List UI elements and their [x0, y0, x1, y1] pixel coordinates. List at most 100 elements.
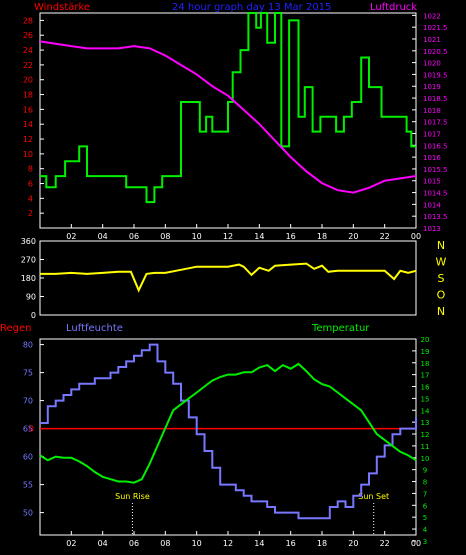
wind-tick-label: 14 [23, 120, 33, 129]
x-tick-label: 06 [129, 232, 139, 241]
humidity-tick-label: 70 [23, 397, 33, 406]
wind-tick-label: 24 [23, 46, 33, 55]
x-tick-label: 14 [254, 232, 264, 241]
pressure-axis-title: Luftdruck [370, 2, 417, 13]
temperature-tick-label: 14 [421, 407, 430, 415]
humidity-label: Luftfeuchte [66, 323, 123, 334]
sun-annotation-label: Sun Set [358, 492, 389, 501]
chart-date-title: 24 hour graph day 13 Mar 2015 [172, 2, 331, 13]
wind-tick-label: 4 [28, 194, 33, 203]
compass-label: N [437, 239, 445, 252]
rain-label: Regen [0, 323, 32, 334]
pressure-tick-label: 1021.5 [423, 24, 448, 32]
rain-tick-label: 0 [29, 425, 34, 434]
x-tick-label: 08 [160, 539, 170, 548]
temperature-tick-label: 9 [423, 467, 427, 475]
temperature-tick-label: 11 [421, 443, 430, 451]
compass-label: O [437, 289, 446, 302]
direction-tick-label: 0 [31, 311, 36, 320]
wind-tick-label: 12 [23, 135, 33, 144]
pressure-tick-label: 1014 [423, 201, 441, 209]
wind-tick-label: 28 [23, 16, 33, 25]
x-tick-label: 18 [317, 232, 327, 241]
temperature-tick-label: 17 [421, 372, 430, 380]
panel-2-frame [39, 240, 417, 316]
x-tick-label: 06 [129, 539, 139, 548]
compass-label: W [436, 256, 447, 269]
x-tick-label: 10 [192, 232, 202, 241]
temperature-tick-label: 4 [423, 526, 428, 534]
x-tick-label: 00 [411, 539, 421, 548]
direction-tick-label: 360 [21, 237, 36, 246]
direction-tick-label: 270 [21, 256, 36, 265]
x-tick-label: 16 [286, 232, 296, 241]
pressure-tick-label: 1015.5 [423, 166, 448, 174]
sun-annotation-label: Sun Rise [115, 492, 150, 501]
wind-tick-label: 6 [28, 180, 33, 189]
temperature-tick-label: 5 [423, 514, 427, 522]
wind-speed-series [40, 12, 416, 204]
temperature-tick-label: 8 [423, 479, 427, 487]
pressure-tick-label: 1013.5 [423, 213, 448, 221]
temperature-tick-label: 16 [421, 384, 430, 392]
x-tick-label: 20 [348, 539, 358, 548]
pressure-tick-label: 1017.5 [423, 119, 448, 127]
x-tick-label: 16 [286, 539, 296, 548]
temperature-tick-label: 18 [421, 360, 430, 368]
direction-tick-label: 180 [21, 274, 36, 283]
wind-tick-label: 22 [23, 61, 33, 70]
humidity-tick-label: 60 [23, 453, 33, 462]
humidity-series [40, 343, 417, 520]
wind-direction-series [40, 262, 417, 293]
temperature-tick-label: 7 [423, 490, 427, 498]
pressure-series [39, 40, 417, 194]
x-tick-label: 22 [380, 539, 390, 548]
temperature-tick-label: 6 [423, 502, 428, 510]
wind-tick-label: 26 [23, 31, 33, 40]
x-tick-label: 08 [160, 232, 170, 241]
pressure-tick-label: 1015 [423, 178, 441, 186]
wind-tick-label: 18 [23, 91, 33, 100]
wind-axis-title: Windstärke [34, 2, 90, 13]
x-tick-label: 02 [66, 232, 76, 241]
temperature-series [39, 362, 417, 484]
direction-tick-label: 90 [26, 293, 36, 302]
temperature-tick-label: 15 [421, 395, 430, 403]
wind-tick-label: 8 [28, 165, 33, 174]
pressure-tick-label: 1019 [423, 83, 441, 91]
pressure-tick-label: 1018 [423, 107, 441, 115]
wind-tick-label: 16 [23, 105, 33, 114]
pressure-tick-label: 1019.5 [423, 71, 448, 79]
pressure-tick-label: 1013 [423, 225, 441, 233]
pressure-tick-label: 1021 [423, 36, 441, 44]
temperature-tick-label: 3 [423, 538, 427, 546]
humidity-tick-label: 75 [23, 369, 33, 378]
x-tick-label: 12 [223, 232, 233, 241]
x-tick-label: 14 [254, 539, 264, 548]
wind-tick-label: 2 [28, 209, 33, 218]
pressure-tick-label: 1016 [423, 154, 441, 162]
compass-label: S [438, 272, 445, 285]
temperature-tick-label: 13 [421, 419, 430, 427]
x-tick-label: 20 [348, 232, 358, 241]
humidity-tick-label: 50 [23, 509, 33, 518]
temperature-tick-label: 12 [421, 431, 430, 439]
pressure-tick-label: 1020 [423, 60, 441, 68]
pressure-tick-label: 1016.5 [423, 142, 448, 150]
pressure-tick-label: 1014.5 [423, 190, 448, 198]
x-tick-label: 18 [317, 539, 327, 548]
humidity-tick-label: 80 [23, 341, 33, 350]
wind-tick-label: 20 [23, 76, 33, 85]
x-tick-label: 22 [380, 232, 390, 241]
humidity-tick-label: 55 [23, 481, 33, 490]
pressure-tick-label: 1020.5 [423, 48, 448, 56]
x-tick-label: 12 [223, 539, 233, 548]
x-tick-label: 04 [98, 232, 108, 241]
humidity-tick-label: 65 [23, 425, 33, 434]
temperature-tick-label: 10 [421, 455, 430, 463]
x-tick-label: 02 [66, 539, 76, 548]
temperature-label: Temperatur [311, 323, 370, 334]
temperature-tick-label: 19 [421, 348, 430, 356]
pressure-tick-label: 1018.5 [423, 95, 448, 103]
